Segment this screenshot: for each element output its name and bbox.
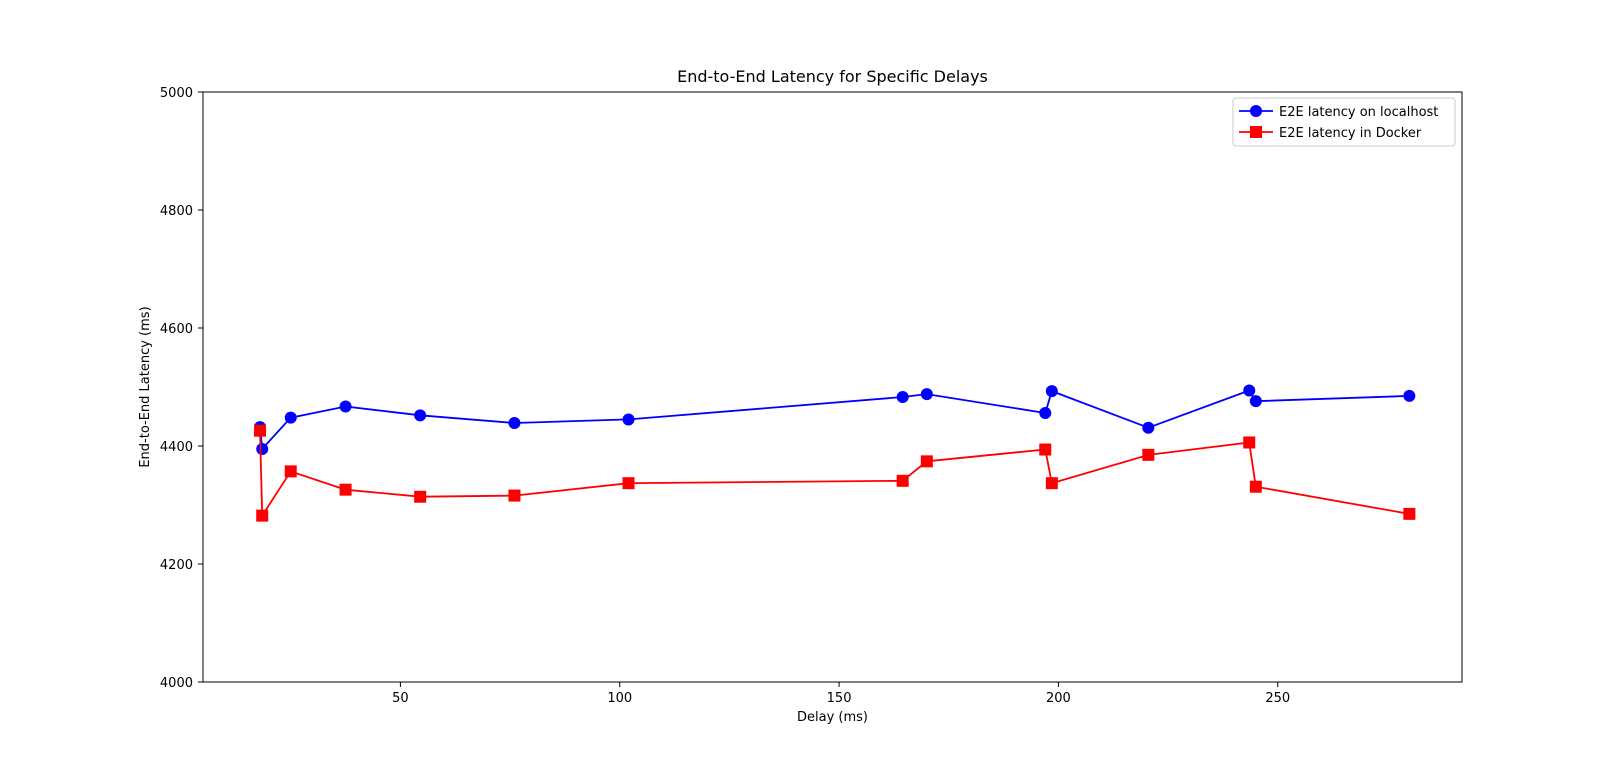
chart-title: End-to-End Latency for Specific Delays: [677, 67, 988, 86]
data-point-circle: [339, 400, 352, 413]
data-point-circle: [920, 388, 933, 401]
y-tick-label: 4600: [160, 322, 193, 337]
data-point-square: [1403, 507, 1416, 520]
data-point-square: [920, 455, 933, 468]
y-tick-label: 4200: [160, 558, 193, 573]
data-point-square: [1142, 448, 1155, 461]
data-point-circle: [1142, 421, 1155, 434]
y-tick-label: 4400: [160, 440, 193, 455]
legend-box: [1232, 97, 1456, 147]
x-tick-label: 150: [827, 691, 852, 706]
y-tick-label: 4000: [160, 676, 193, 691]
y-tick-label: 5000: [160, 86, 193, 101]
legend-label: E2E latency in Docker: [1279, 126, 1422, 141]
data-point-square: [254, 424, 267, 437]
data-point-circle: [508, 416, 521, 429]
data-point-circle: [256, 442, 269, 455]
x-tick-label: 100: [607, 691, 632, 706]
data-point-circle: [414, 409, 427, 422]
legend-marker-circle: [1250, 105, 1262, 117]
legend-label: E2E latency on localhost: [1279, 105, 1438, 120]
data-point-square: [508, 489, 521, 502]
data-point-circle: [1045, 385, 1058, 398]
legend-marker-square: [1250, 126, 1262, 138]
x-axis-label: Delay (ms): [797, 710, 868, 725]
data-point-circle: [1403, 389, 1416, 402]
data-point-circle: [1039, 406, 1052, 419]
legend: E2E latency on localhost E2E latency in D…: [1232, 97, 1456, 147]
x-tick-label: 200: [1046, 691, 1071, 706]
data-point-square: [1039, 443, 1052, 456]
data-point-square: [1243, 436, 1256, 449]
data-point-square: [256, 509, 269, 522]
plot-layer: 50 100 150 200 250 4000 4200 4400 4600 4800 5000: [160, 86, 1463, 706]
data-point-square: [896, 474, 909, 487]
plot-frame: [202, 91, 1463, 683]
data-point-square: [339, 483, 352, 496]
data-point-circle: [622, 413, 635, 426]
data-point-square: [284, 465, 297, 478]
data-point-square: [414, 490, 427, 503]
data-point-square: [1249, 480, 1262, 493]
data-point-circle: [896, 391, 909, 404]
data-point-square: [1045, 477, 1058, 490]
data-point-circle: [1249, 395, 1262, 408]
data-point-circle: [284, 411, 297, 424]
y-axis-label: End-to-End Latency (ms): [138, 306, 153, 467]
y-tick-label: 4800: [160, 204, 193, 219]
x-tick-label: 250: [1265, 691, 1290, 706]
x-tick-label: 50: [392, 691, 409, 706]
data-point-square: [622, 477, 635, 490]
data-point-circle: [1243, 384, 1256, 397]
